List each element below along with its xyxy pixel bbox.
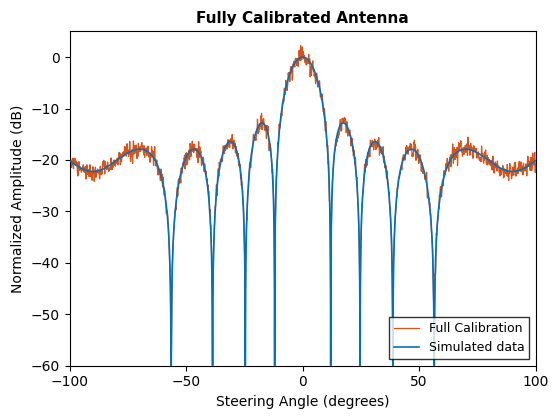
Full Calibration — [468, 145, 475, 150]
Full Calibration — [66, 154, 73, 159]
Full Calibration — [533, 162, 539, 167]
Full Calibration — [297, 43, 304, 48]
Simulated data — [419, 162, 426, 167]
Full Calibration — [346, 129, 352, 134]
Y-axis label: Normalized Amplitude (dB): Normalized Amplitude (dB) — [11, 104, 25, 293]
Line: Full Calibration: Full Calibration — [69, 45, 536, 366]
Full Calibration — [452, 152, 459, 157]
Simulated data — [452, 151, 459, 156]
Full Calibration — [419, 160, 426, 165]
Simulated data — [299, 55, 306, 60]
Simulated data — [346, 128, 352, 133]
Simulated data — [209, 305, 216, 310]
Full Calibration — [209, 305, 216, 310]
X-axis label: Steering Angle (degrees): Steering Angle (degrees) — [216, 395, 389, 409]
Line: Simulated data: Simulated data — [69, 57, 536, 366]
Full Calibration — [354, 196, 361, 201]
Simulated data — [167, 363, 174, 368]
Legend: Full Calibration, Simulated data: Full Calibration, Simulated data — [389, 317, 529, 360]
Simulated data — [533, 158, 539, 163]
Simulated data — [66, 158, 73, 163]
Simulated data — [468, 148, 475, 153]
Title: Fully Calibrated Antenna: Fully Calibrated Antenna — [197, 11, 409, 26]
Full Calibration — [167, 363, 174, 368]
Simulated data — [354, 192, 361, 197]
